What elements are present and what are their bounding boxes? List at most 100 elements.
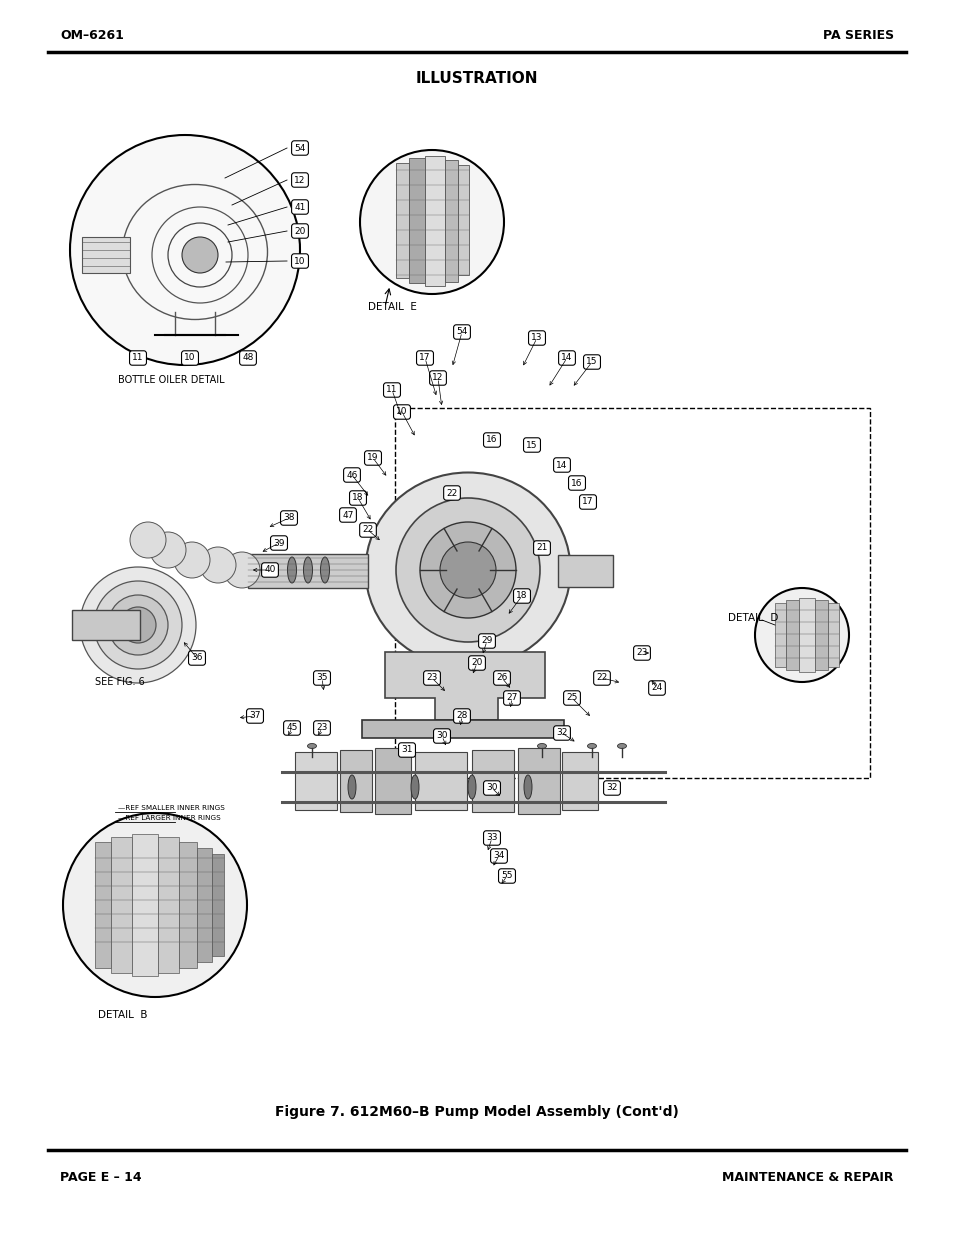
Text: —REF LARGER INNER RINGS: —REF LARGER INNER RINGS [118,815,220,821]
Text: 55: 55 [500,872,512,881]
Circle shape [108,595,168,655]
Text: 12: 12 [294,175,305,184]
Ellipse shape [411,776,418,799]
Text: MAINTENANCE & REPAIR: MAINTENANCE & REPAIR [721,1172,893,1184]
Circle shape [130,522,166,558]
Text: 10: 10 [395,408,407,416]
Ellipse shape [617,743,626,748]
Text: 21: 21 [536,543,547,552]
Bar [785,600,799,671]
Text: DETAIL  E: DETAIL E [368,303,416,312]
Polygon shape [385,652,544,720]
Bar [424,156,444,287]
Text: 20: 20 [471,658,482,667]
Text: 35: 35 [315,673,328,683]
Text: 23: 23 [316,724,327,732]
Bar [444,161,457,282]
Circle shape [200,547,235,583]
Circle shape [150,532,186,568]
Text: SEE FIG. 6: SEE FIG. 6 [95,677,145,687]
Text: —REF SMALLER INNER RINGS: —REF SMALLER INNER RINGS [118,805,225,811]
Text: 22: 22 [446,489,457,498]
Bar [814,600,827,671]
Ellipse shape [587,743,596,748]
Circle shape [70,135,299,366]
Text: 29: 29 [481,636,492,646]
Circle shape [94,580,182,669]
Circle shape [419,522,516,618]
Text: 54: 54 [456,327,467,336]
Bar [248,555,368,588]
Text: ILLUSTRATION: ILLUSTRATION [416,70,537,85]
Text: PAGE E – 14: PAGE E – 14 [60,1172,141,1184]
Text: 22: 22 [362,526,374,535]
Bar [561,752,598,810]
Text: BOTTLE OILER DETAIL: BOTTLE OILER DETAIL [118,375,224,385]
Bar [415,752,467,810]
Text: 30: 30 [486,783,497,793]
Text: 33: 33 [486,834,497,842]
Text: PA SERIES: PA SERIES [822,28,893,42]
Ellipse shape [537,743,546,748]
Text: 28: 28 [456,711,467,720]
Bar [517,748,559,814]
Text: DETAIL  D: DETAIL D [727,613,778,622]
Text: 10: 10 [294,257,305,266]
Bar [799,598,814,672]
Circle shape [120,606,156,643]
Text: 17: 17 [581,498,593,506]
Text: 39: 39 [273,538,284,547]
Text: 45: 45 [286,724,297,732]
Circle shape [224,552,260,588]
Bar [395,163,409,278]
Text: 20: 20 [294,226,305,236]
Text: 24: 24 [651,683,662,693]
Text: 38: 38 [283,514,294,522]
Ellipse shape [348,776,355,799]
Text: 46: 46 [346,471,357,479]
Bar [212,853,224,956]
Bar [132,834,158,976]
Text: 40: 40 [264,566,275,574]
Text: 17: 17 [418,353,431,363]
Bar [111,837,132,973]
Text: 18: 18 [516,592,527,600]
Circle shape [182,237,218,273]
Bar [179,842,196,968]
Text: 10: 10 [184,353,195,363]
Text: 16: 16 [571,478,582,488]
Bar [294,752,336,810]
Bar [827,603,838,667]
Bar [196,848,212,962]
Bar [558,555,613,587]
Bar [82,237,130,273]
Circle shape [80,567,195,683]
Bar [339,750,372,811]
Circle shape [173,542,210,578]
Text: 12: 12 [432,373,443,383]
Text: 25: 25 [566,694,578,703]
Text: 26: 26 [496,673,507,683]
Bar [774,603,785,667]
Text: 48: 48 [242,353,253,363]
Text: 31: 31 [401,746,413,755]
Ellipse shape [303,557,313,583]
Circle shape [395,498,539,642]
Ellipse shape [287,557,296,583]
Text: 32: 32 [556,729,567,737]
Circle shape [439,542,496,598]
Text: 23: 23 [636,648,647,657]
Text: OM–6261: OM–6261 [60,28,124,42]
Ellipse shape [468,776,476,799]
Text: 36: 36 [191,653,203,662]
Text: 37: 37 [249,711,260,720]
Text: 19: 19 [367,453,378,462]
Text: 15: 15 [526,441,537,450]
Text: 47: 47 [342,510,354,520]
Text: 11: 11 [132,353,144,363]
Text: Figure 7. 612M60–B Pump Model Assembly (Cont'd): Figure 7. 612M60–B Pump Model Assembly (… [274,1105,679,1119]
Text: 15: 15 [586,357,598,367]
Bar [95,842,111,968]
Text: 16: 16 [486,436,497,445]
Bar [395,408,869,778]
